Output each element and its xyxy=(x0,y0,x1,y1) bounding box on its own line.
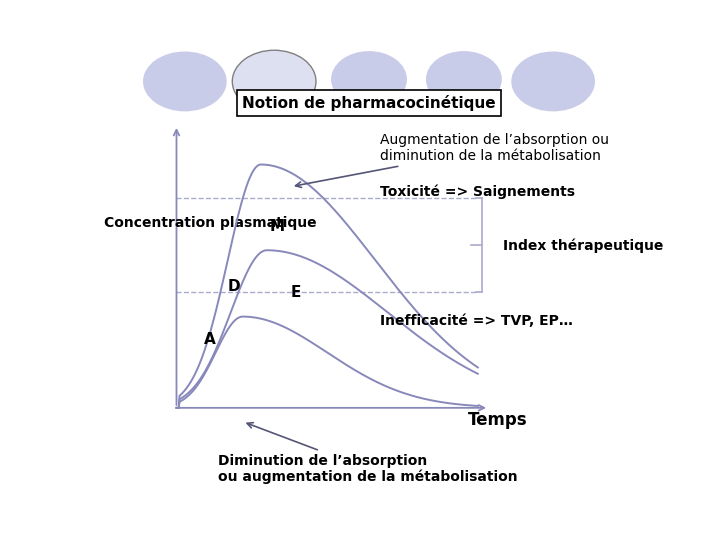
Text: Notion de pharmacocinétique: Notion de pharmacocinétique xyxy=(242,95,496,111)
Text: Diminution de l’absorption
ou augmentation de la métabolisation: Diminution de l’absorption ou augmentati… xyxy=(218,423,518,484)
Text: Index thérapeutique: Index thérapeutique xyxy=(503,239,663,253)
Text: D: D xyxy=(228,280,240,294)
Text: E: E xyxy=(291,285,302,300)
Ellipse shape xyxy=(233,50,316,113)
Text: Augmentation de l’absorption ou
diminution de la métabolisation: Augmentation de l’absorption ou diminuti… xyxy=(295,133,609,187)
Ellipse shape xyxy=(511,51,595,111)
Ellipse shape xyxy=(331,51,407,107)
Text: M: M xyxy=(270,219,285,234)
Text: Toxicité => Saignements: Toxicité => Saignements xyxy=(380,184,575,199)
Text: A: A xyxy=(204,332,215,347)
Text: Concentration plasmatique: Concentration plasmatique xyxy=(104,216,317,230)
Text: Inefficacité => TVP, EP…: Inefficacité => TVP, EP… xyxy=(380,314,573,328)
Ellipse shape xyxy=(426,51,502,107)
Text: Temps: Temps xyxy=(467,411,527,429)
Ellipse shape xyxy=(143,51,227,111)
